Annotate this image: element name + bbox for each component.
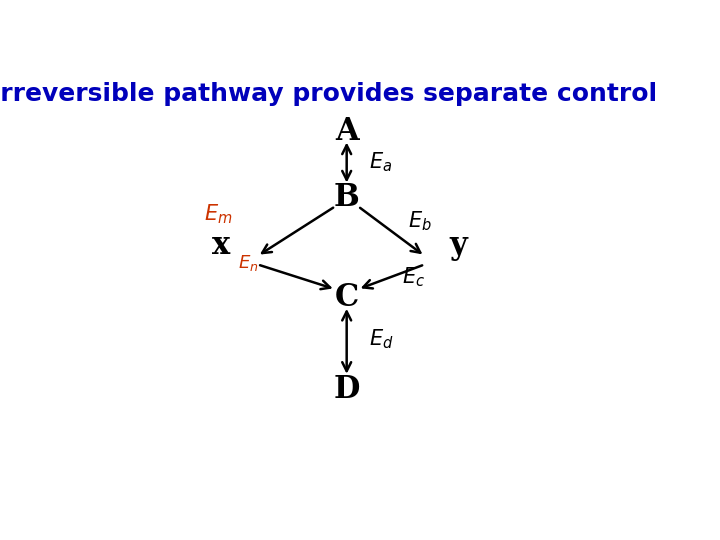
Text: $E_c$: $E_c$ <box>402 265 426 289</box>
Text: D: D <box>333 374 360 404</box>
Text: x: x <box>212 230 230 261</box>
Text: C: C <box>335 282 359 313</box>
Text: $E_m$: $E_m$ <box>204 202 233 226</box>
Text: $E_b$: $E_b$ <box>408 209 432 233</box>
Text: $E_d$: $E_d$ <box>369 327 394 351</box>
Text: Irreversible pathway provides separate control: Irreversible pathway provides separate c… <box>0 82 657 106</box>
Text: $E_n$: $E_n$ <box>238 253 258 273</box>
Text: $E_a$: $E_a$ <box>369 151 392 174</box>
Text: B: B <box>334 183 359 213</box>
Text: y: y <box>449 230 467 261</box>
Text: A: A <box>335 116 359 147</box>
